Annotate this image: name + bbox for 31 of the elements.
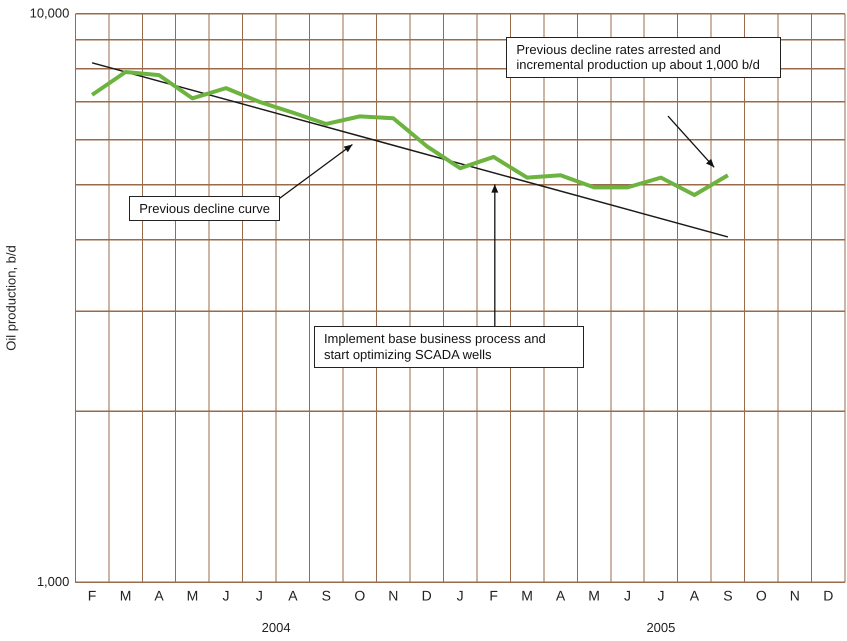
callout-box: Previous decline curve xyxy=(129,196,280,222)
x-tick-label: M xyxy=(588,587,600,604)
x-tick-label: A xyxy=(154,587,164,604)
x-tick-label: M xyxy=(521,587,533,604)
x-tick-label: S xyxy=(723,587,733,604)
text: 2005 xyxy=(646,620,676,635)
y-axis-title: Oil production, b/d xyxy=(3,245,18,351)
callout-box: Previous decline rates arrested and incremental production up about 1,000 b/d xyxy=(506,36,782,78)
x-tick-label: N xyxy=(790,587,800,604)
x-tick-label: F xyxy=(489,587,498,604)
x-tick-label: J xyxy=(256,587,263,604)
x-tick-label: J xyxy=(222,587,230,604)
x-tick-label: A xyxy=(288,587,298,604)
x-tick-label: M xyxy=(186,587,198,604)
x-tick-label: M xyxy=(120,587,132,604)
x-tick-label: O xyxy=(354,587,366,604)
callout-box: Implement base business process and start optimizing SCADA wells xyxy=(314,326,584,368)
x-tick-label: S xyxy=(322,587,332,604)
text: 2004 xyxy=(262,620,291,635)
x-tick-label: J xyxy=(624,587,631,604)
x-tick-label: J xyxy=(657,587,664,604)
x-tick-label: F xyxy=(88,587,96,604)
x-tick-label: A xyxy=(690,587,700,604)
x-tick-label: O xyxy=(756,587,767,604)
y-tick-label: 1,000 xyxy=(36,574,70,589)
x-tick-label: N xyxy=(388,587,398,604)
x-tick-label: J xyxy=(456,587,464,604)
x-tick-label: D xyxy=(422,587,432,604)
x-tick-label: D xyxy=(823,587,834,604)
y-tick-label: 10,000 xyxy=(30,5,70,20)
x-tick-label: A xyxy=(556,587,566,604)
